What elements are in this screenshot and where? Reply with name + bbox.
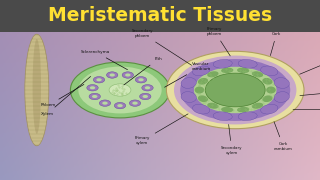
Circle shape: [135, 76, 147, 83]
Circle shape: [122, 72, 133, 78]
Text: Cortex: Cortex: [300, 90, 320, 96]
Text: Bark: Bark: [300, 57, 320, 74]
Ellipse shape: [262, 95, 273, 102]
Circle shape: [138, 78, 144, 81]
Ellipse shape: [262, 78, 273, 85]
Ellipse shape: [266, 87, 276, 93]
Circle shape: [92, 95, 98, 98]
Text: Phloem: Phloem: [41, 84, 84, 107]
Circle shape: [140, 93, 151, 100]
Circle shape: [93, 76, 105, 83]
Ellipse shape: [33, 39, 41, 134]
Text: Cork: Cork: [270, 32, 281, 56]
Ellipse shape: [207, 103, 219, 109]
Text: Meristematic Tissues: Meristematic Tissues: [48, 6, 272, 25]
Circle shape: [180, 59, 290, 121]
Ellipse shape: [221, 68, 233, 73]
Circle shape: [132, 102, 138, 105]
Ellipse shape: [238, 59, 257, 68]
Ellipse shape: [198, 95, 208, 102]
Text: Secondary
xylem: Secondary xylem: [221, 125, 243, 155]
Ellipse shape: [195, 87, 204, 93]
Ellipse shape: [193, 66, 210, 76]
Text: Secondary
phloem: Secondary phloem: [132, 29, 192, 65]
Ellipse shape: [252, 71, 263, 77]
Circle shape: [142, 95, 148, 98]
Circle shape: [96, 78, 102, 81]
Ellipse shape: [193, 104, 210, 114]
Circle shape: [125, 73, 131, 76]
Circle shape: [109, 73, 115, 76]
Circle shape: [129, 100, 141, 106]
Circle shape: [90, 86, 95, 89]
Ellipse shape: [237, 107, 249, 112]
Ellipse shape: [260, 104, 278, 114]
Ellipse shape: [207, 71, 219, 77]
Circle shape: [194, 67, 276, 113]
Text: Sclerenchyma: Sclerenchyma: [81, 50, 127, 70]
Text: Epidermis: Epidermis: [293, 107, 320, 111]
Text: Primary
phloem: Primary phloem: [207, 27, 230, 56]
Ellipse shape: [181, 92, 196, 102]
Ellipse shape: [213, 112, 232, 121]
Circle shape: [114, 102, 126, 109]
Circle shape: [109, 84, 131, 96]
Ellipse shape: [237, 68, 249, 73]
Ellipse shape: [260, 66, 278, 76]
Ellipse shape: [181, 78, 196, 88]
Ellipse shape: [25, 34, 49, 146]
Ellipse shape: [213, 59, 232, 68]
Ellipse shape: [221, 107, 233, 112]
Bar: [0, 0, 320, 31]
Text: Pith: Pith: [124, 57, 163, 85]
Ellipse shape: [252, 103, 263, 109]
Circle shape: [107, 72, 118, 78]
Ellipse shape: [274, 78, 290, 88]
Text: Xylem: Xylem: [41, 76, 91, 116]
Circle shape: [78, 67, 162, 113]
Circle shape: [99, 100, 111, 106]
Circle shape: [70, 62, 170, 118]
Circle shape: [205, 73, 265, 107]
Circle shape: [166, 51, 304, 129]
Circle shape: [117, 104, 123, 107]
Ellipse shape: [274, 92, 290, 102]
Circle shape: [174, 56, 296, 124]
Ellipse shape: [198, 78, 208, 85]
Circle shape: [89, 93, 100, 100]
Circle shape: [102, 102, 108, 105]
Circle shape: [87, 85, 98, 91]
Circle shape: [142, 85, 153, 91]
Ellipse shape: [238, 112, 257, 121]
Text: Vascular
cambium: Vascular cambium: [164, 62, 211, 87]
Text: Primary
xylem: Primary xylem: [135, 114, 188, 145]
Circle shape: [145, 86, 150, 89]
Text: Cork
cambium: Cork cambium: [274, 122, 293, 151]
